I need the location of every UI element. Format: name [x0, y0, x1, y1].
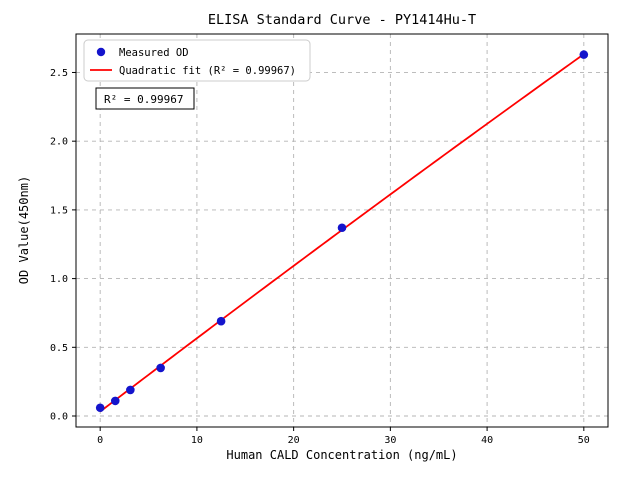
y-tick-label: 2.5 [50, 68, 68, 79]
y-axis-label: OD Value(450nm) [17, 176, 31, 284]
x-tick-label: 40 [481, 435, 493, 446]
data-point [216, 316, 226, 326]
x-tick-label: 10 [191, 435, 203, 446]
legend-measured-od-label: Measured OD [119, 47, 189, 59]
r-squared-annotation: R² = 0.99967 [95, 87, 195, 110]
x-axis-label: Human CALD Concentration (ng/mL) [226, 448, 457, 462]
data-point [95, 403, 105, 413]
y-tick-label: 1.0 [50, 274, 68, 285]
x-tick-label: 30 [384, 435, 396, 446]
annotation-box [95, 87, 195, 110]
legend-quadratic-fit-label: Quadratic fit (R² = 0.99967) [119, 65, 296, 77]
axis-ticks: 0 10 20 30 40 50 0.0 0.5 1.0 1.5 2.0 2.5 [50, 68, 590, 446]
annotation-text: R² = 0.99967 [104, 93, 183, 106]
y-tick-label: 0.5 [50, 343, 68, 354]
y-tick-label: 2.0 [50, 137, 68, 148]
x-tick-label: 50 [578, 435, 590, 446]
y-tick-label: 1.5 [50, 205, 68, 216]
data-point [337, 223, 347, 233]
legend: Measured OD Quadratic fit (R² = 0.99967) [83, 39, 311, 82]
data-point [579, 50, 589, 59]
x-tick-label: 0 [97, 435, 103, 446]
chart-title: ELISA Standard Curve - PY1414Hu-T [208, 12, 476, 28]
y-tick-label: 0.0 [50, 412, 68, 423]
data-point [110, 396, 120, 406]
plot-frame [75, 33, 609, 428]
data-point [156, 363, 165, 373]
data-series [95, 50, 589, 413]
x-tick-label: 20 [288, 435, 300, 446]
data-point [126, 385, 135, 395]
grid-lines [76, 34, 608, 427]
legend-measured-od-marker-icon [96, 47, 106, 57]
legend-box [83, 39, 311, 82]
